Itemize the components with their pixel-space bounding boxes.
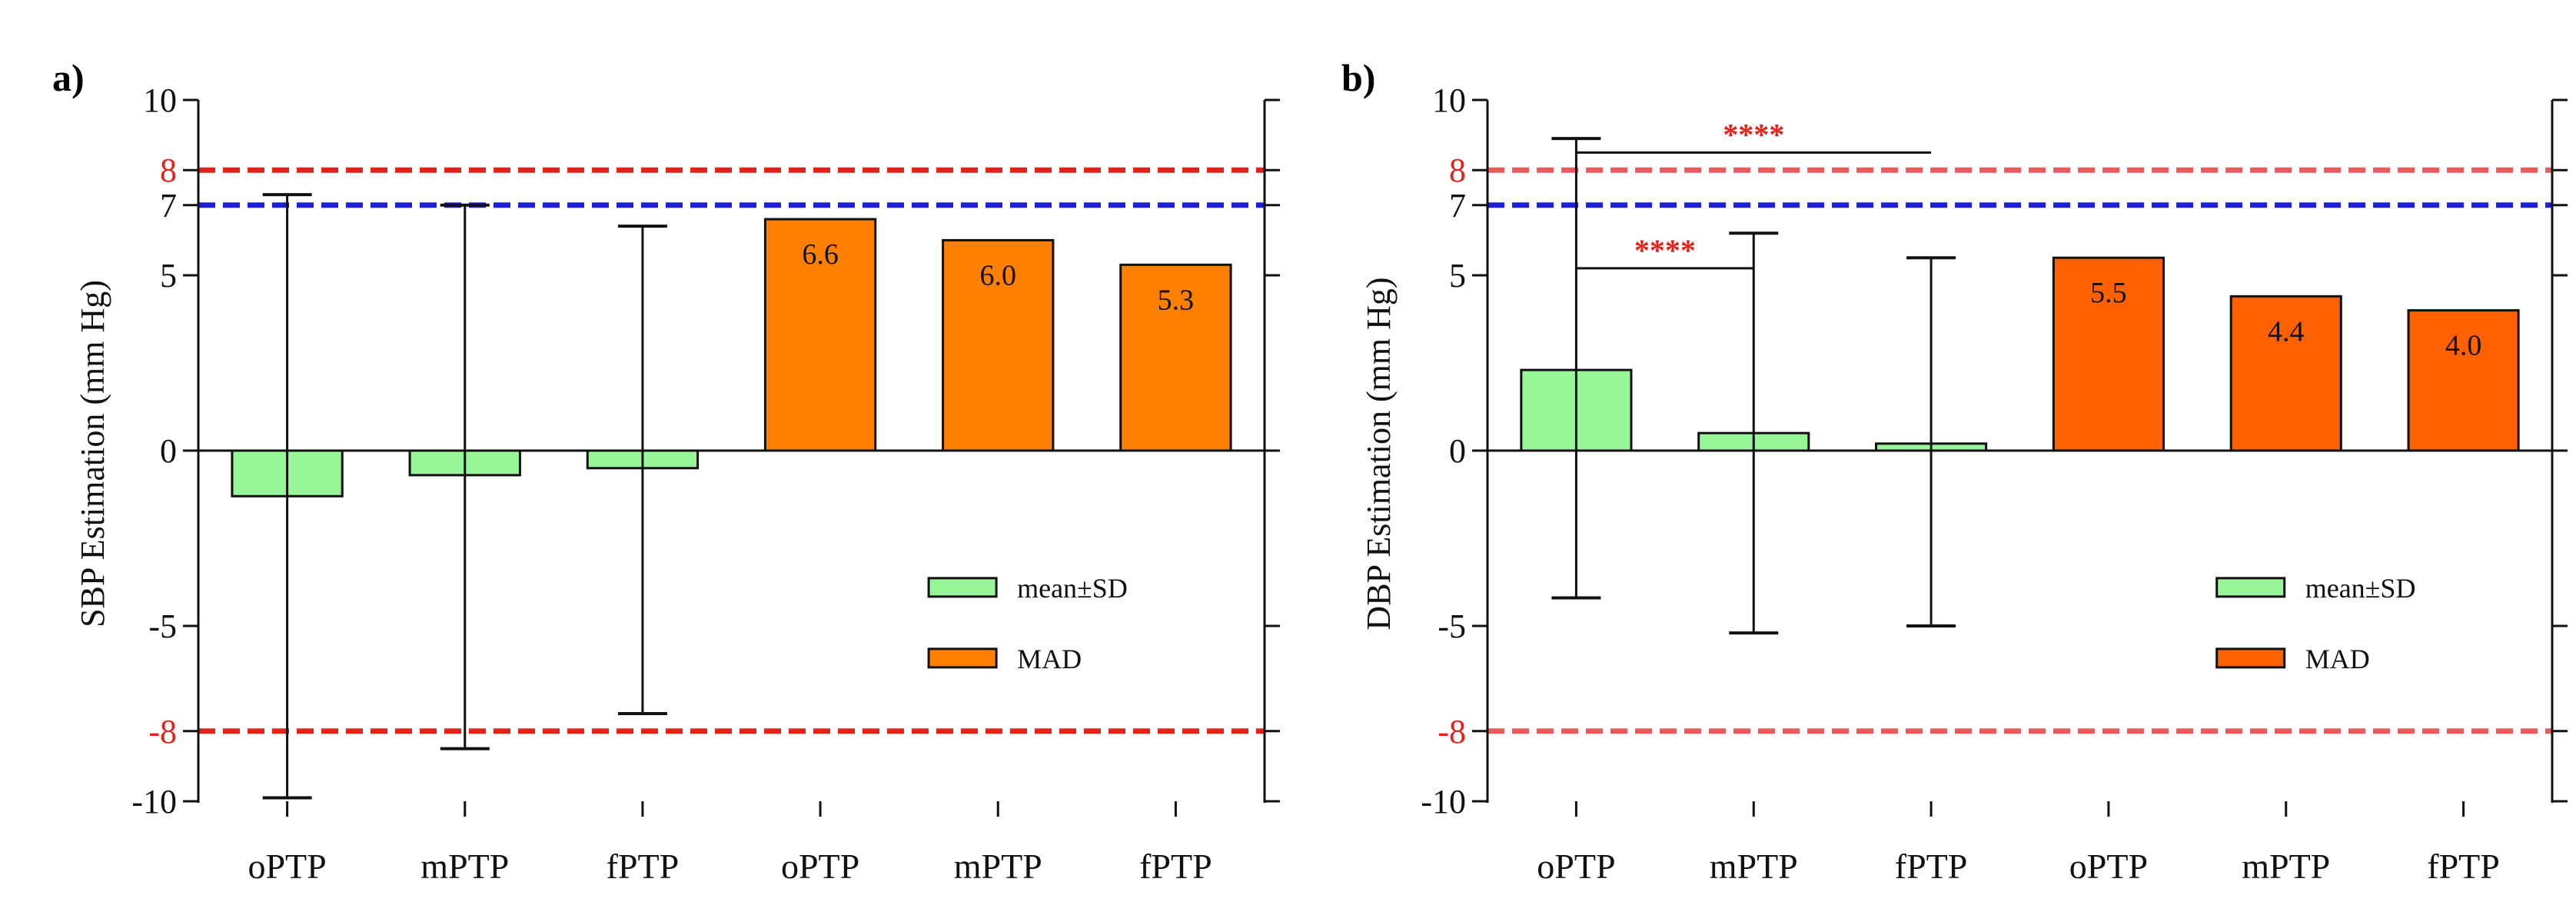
panel-a-y-tick-label-2: 8 [160, 151, 177, 189]
panel-a-y-tick-label-7: -8 [148, 713, 177, 751]
panel-a-label: a) [52, 56, 85, 99]
panel-b-bar-mad-4 [2052, 256, 2165, 452]
panel-a-y-tick-label-1: 10 [143, 82, 177, 119]
panel-a-bar-mad-4 [763, 218, 877, 452]
panel-a-y-axis-label: SBP Estimation (mm Hg) [74, 280, 111, 627]
panel-b-legend-label-mad: MAD [2305, 644, 2370, 674]
panel-b-bar-value-label-6: 4.0 [2445, 330, 2482, 362]
panel-a-bar-mad-6 [1119, 263, 1232, 452]
panel-a-y-tick-label-5: 0 [160, 432, 177, 470]
panel-b-legend-swatch-mad [2215, 647, 2286, 669]
panel-b-y-tick-label-8: -10 [1421, 783, 1466, 820]
panel-b-bar-mad-5 [2229, 295, 2342, 452]
panel-a-y-tick-label-3: 7 [160, 187, 177, 225]
panel-a-x-tick-label-3: fPTP [607, 847, 680, 886]
panel-b: b) DBP Estimation (mm Hg) 10 87 5 0 -5 -8 -10 o… [1341, 56, 2568, 886]
panel-b-label: b) [1341, 56, 1375, 99]
panel-b-significance-label-2: **** [1634, 233, 1696, 268]
panel-a-x-tick-label-5: mPTP [954, 847, 1042, 886]
panel-a-legend-swatch-mean-sd [927, 577, 998, 598]
panel-a-y-tick-label-4: 5 [160, 257, 177, 295]
panel-b-significance-label-1: **** [1723, 117, 1784, 151]
panel-b-y-tick-label-6: -5 [1438, 607, 1466, 645]
panel-b-y-tick-label-5: 0 [1449, 432, 1466, 470]
panel-b-x-tick-label-2: mPTP [1710, 847, 1798, 886]
panel-b-bar-value-label-5: 4.4 [2268, 315, 2305, 348]
panel-a-x-tick-label-1: oPTP [248, 847, 326, 886]
panel-a-x-tick-label-4: oPTP [781, 847, 859, 886]
panel-a-x-tick-label-2: mPTP [420, 847, 509, 886]
panel-a-bar-value-label-6: 5.3 [1158, 284, 1195, 316]
panel-b-y-tick-label-4: 5 [1449, 257, 1466, 295]
panel-a-legend-label-mean-sd: mean±SD [1017, 573, 1128, 604]
panel-b-x-tick-label-3: fPTP [1895, 847, 1968, 886]
panel-a-bar-value-label-4: 6.6 [802, 238, 839, 271]
panel-b-y-tick-label-1: 10 [1432, 82, 1466, 119]
panel-b-x-tick-label-4: oPTP [2069, 847, 2148, 886]
panel-a-y-tick-label-6: -5 [148, 607, 177, 645]
panel-b-bar-value-label-4: 5.5 [2090, 277, 2127, 309]
panel-b-plot-area: 10 87 5 0 -5 -8 -10 oPTP mPTP fPTP oPTP mPTP fPTP 5.5… [1421, 82, 2568, 886]
panel-b-y-tick-label-2: 8 [1449, 151, 1466, 189]
panel-b-y-tick-label-3: 7 [1449, 187, 1466, 225]
panel-b-x-tick-label-5: mPTP [2242, 847, 2330, 886]
panel-a-legend-label-mad: MAD [1017, 644, 1082, 674]
panel-b-legend-swatch-mean-sd [2215, 577, 2286, 598]
panel-a-bar-mad-5 [942, 238, 1055, 452]
panel-a: a) SBP Estimation (mm Hg) 10 87 5 0 -5 -8 -10 o… [52, 56, 1280, 886]
panel-a-y-tick-label-8: -10 [131, 783, 177, 820]
panel-a-x-tick-label-6: fPTP [1139, 847, 1212, 886]
panel-b-y-tick-label-7: -8 [1438, 713, 1466, 751]
panel-b-bar-mad-6 [2407, 309, 2520, 452]
panel-a-plot-area: 10 87 5 0 -5 -8 -10 oPTP mPTP fPTP oPTP mPTP fPTP 6.6… [131, 82, 1280, 886]
panel-b-x-tick-label-6: fPTP [2427, 847, 2500, 886]
panel-b-legend-label-mean-sd: mean±SD [2305, 573, 2416, 604]
panel-b-y-axis-label: DBP Estimation (mm Hg) [1360, 277, 1398, 630]
panel-a-bar-value-label-5: 6.0 [980, 259, 1017, 291]
panel-b-x-tick-label-1: oPTP [1537, 847, 1615, 886]
panel-a-legend-swatch-mad [927, 647, 998, 669]
